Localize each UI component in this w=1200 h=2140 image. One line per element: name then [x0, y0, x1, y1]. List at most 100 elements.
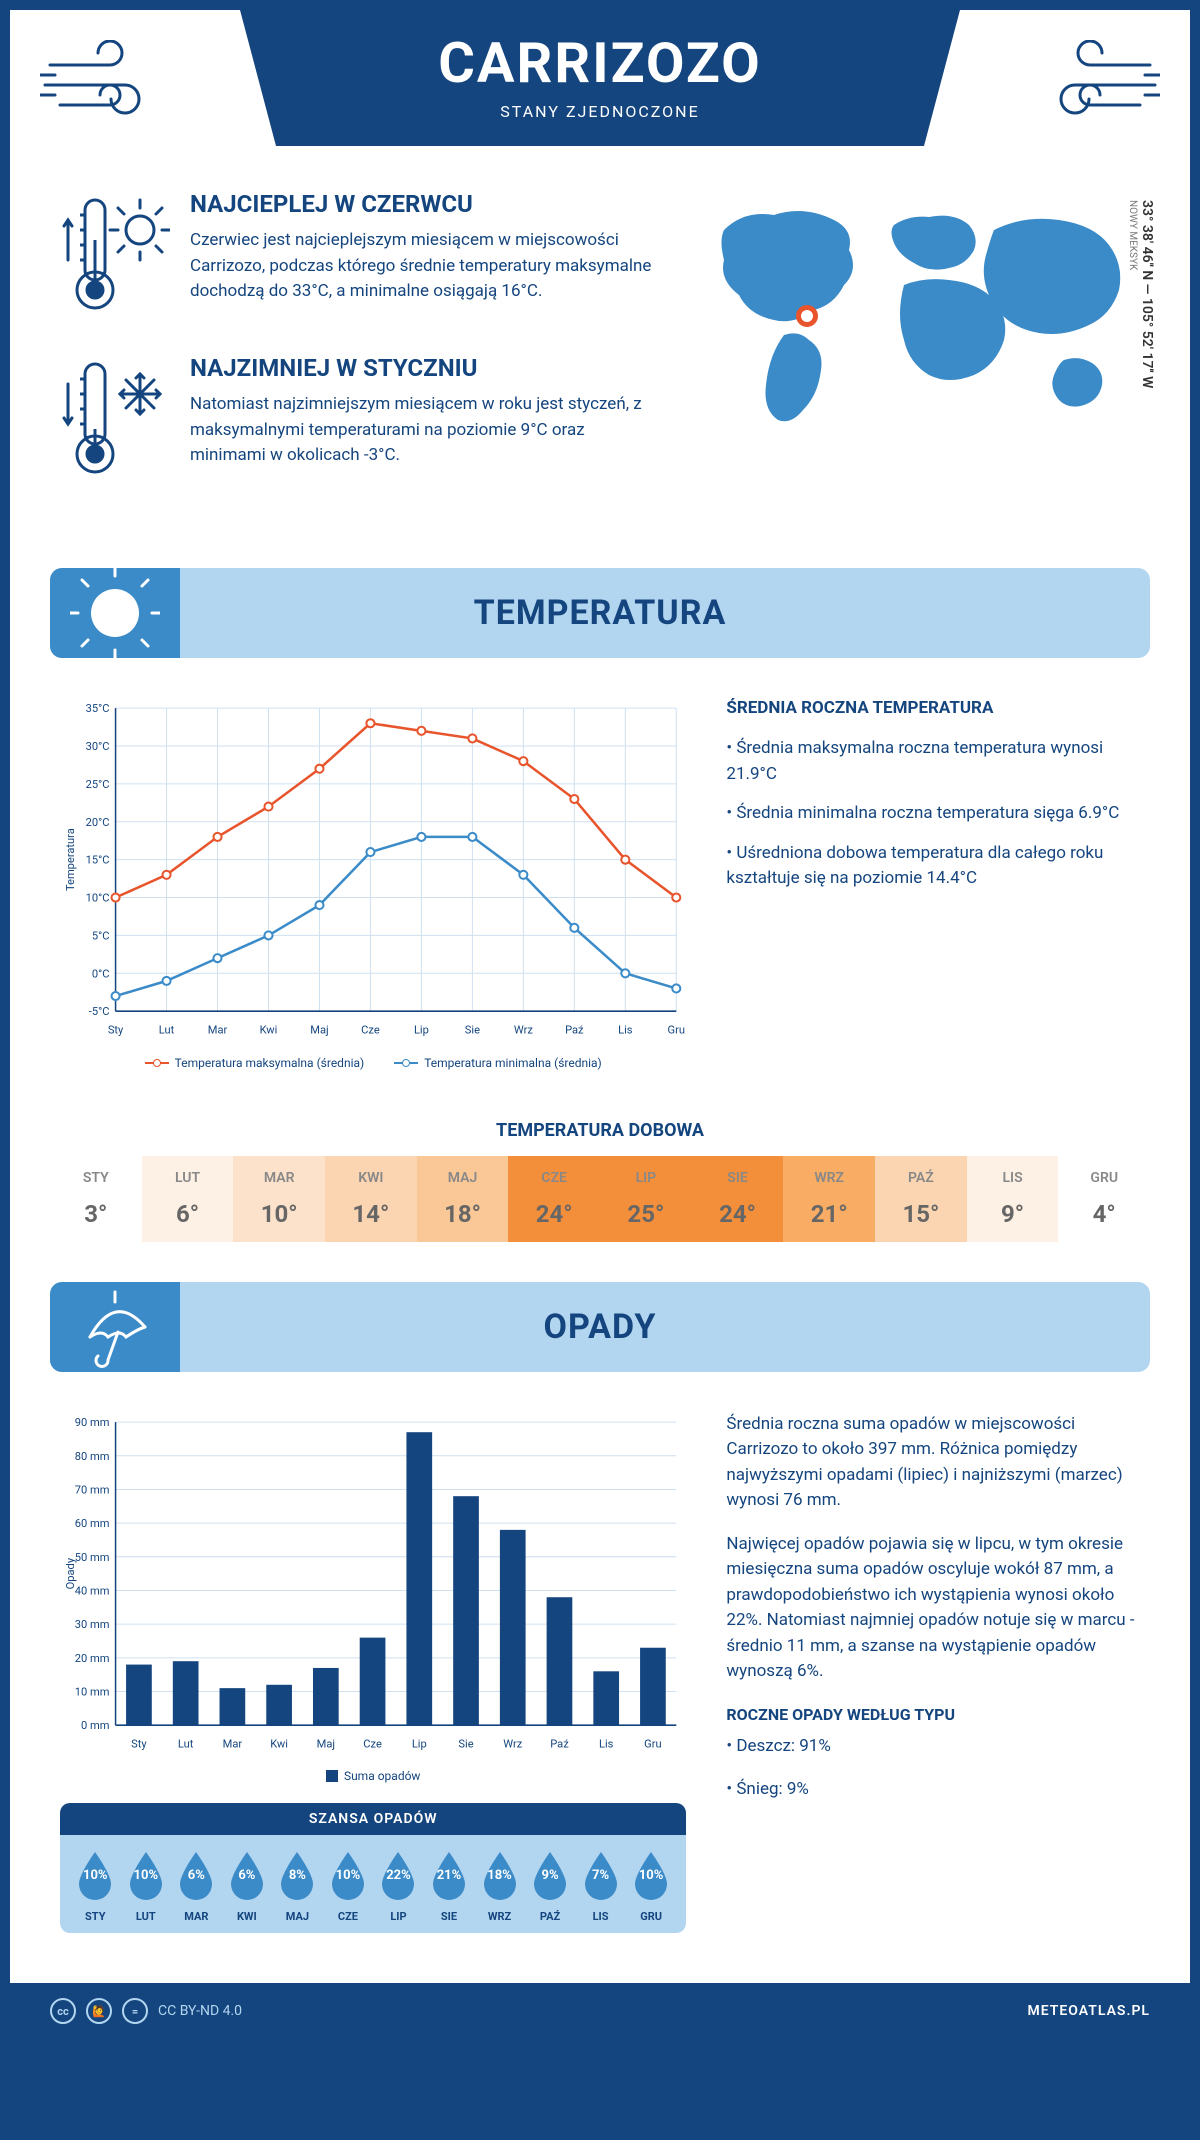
chance-cell: 21% SIE — [424, 1850, 475, 1923]
precipitation-chart: 0 mm10 mm20 mm30 mm40 mm50 mm60 mm70 mm8… — [60, 1412, 686, 1756]
temperature-chart: -5°C0°C5°C10°C15°C20°C25°C30°C35°CStyLut… — [60, 698, 686, 1070]
precipitation-summary: Średnia roczna suma opadów w miejscowośc… — [726, 1412, 1140, 1934]
svg-text:0 mm: 0 mm — [81, 1719, 109, 1732]
header: CARRIZOZO STANY ZJEDNOCZONE — [10, 10, 1190, 160]
chance-cell: 10% CZE — [323, 1850, 374, 1923]
daily-temp-cell: LIS9° — [967, 1156, 1059, 1242]
page-subtitle: STANY ZJEDNOCZONE — [240, 102, 960, 121]
svg-text:Wrz: Wrz — [503, 1737, 523, 1750]
license-text: CC BY-ND 4.0 — [158, 2003, 242, 2019]
temperature-summary: ŚREDNIA ROCZNA TEMPERATURA • Średnia mak… — [726, 698, 1140, 1070]
chance-cell: 10% STY — [70, 1850, 121, 1923]
daily-temp-cell: PAŹ15° — [875, 1156, 967, 1242]
svg-text:Kwi: Kwi — [270, 1737, 288, 1750]
intro-section: NAJCIEPLEJ W CZERWCU Czerwiec jest najci… — [10, 160, 1190, 548]
svg-text:Sie: Sie — [465, 1023, 480, 1036]
warmest-block: NAJCIEPLEJ W CZERWCU Czerwiec jest najci… — [60, 190, 654, 324]
chance-cell: 6% MAR — [171, 1850, 222, 1923]
daily-temp-table: STY3° LUT6° MAR10° KWI14° MAJ18° CZE24° … — [50, 1156, 1150, 1242]
coordinates: 33° 38' 46'' N — 105° 52' 17'' W — [1139, 200, 1155, 388]
precip-p1: Średnia roczna suma opadów w miejscowośc… — [726, 1412, 1140, 1514]
precip-type-title: ROCZNE OPADY WEDŁUG TYPU — [726, 1705, 1140, 1724]
precipitation-chance-box: SZANSA OPADÓW 10% STY 10% LUT 6% MAR 6% … — [60, 1803, 686, 1933]
precip-p2: Najwięcej opadów pojawia się w lipcu, w … — [726, 1532, 1140, 1685]
temperature-section-header: TEMPERATURA — [50, 568, 1150, 658]
svg-text:Maj: Maj — [317, 1737, 335, 1750]
daily-temp-cell: KWI14° — [325, 1156, 417, 1242]
coldest-block: NAJZIMNIEJ W STYCZNIU Natomiast najzimni… — [60, 354, 654, 488]
coldest-title: NAJZIMNIEJ W STYCZNIU — [190, 354, 654, 382]
svg-text:30°C: 30°C — [86, 740, 110, 753]
svg-text:10 mm: 10 mm — [75, 1685, 110, 1698]
svg-text:Wrz: Wrz — [514, 1023, 534, 1036]
svg-text:25°C: 25°C — [86, 778, 110, 791]
daily-temp-cell: SIE24° — [692, 1156, 784, 1242]
cc-icon: cc — [50, 1998, 76, 2024]
warmest-title: NAJCIEPLEJ W CZERWCU — [190, 190, 654, 218]
svg-text:Lut: Lut — [178, 1737, 194, 1750]
temp-bullet-2: • Średnia minimalna roczna temperatura s… — [726, 801, 1140, 827]
thermometer-sun-icon — [60, 190, 170, 324]
svg-text:Sty: Sty — [108, 1023, 124, 1036]
legend-min: Temperatura minimalna (średnia) — [424, 1056, 602, 1070]
svg-text:-5°C: -5°C — [89, 1005, 110, 1018]
temp-side-title: ŚREDNIA ROCZNA TEMPERATURA — [726, 698, 1140, 718]
by-icon: 🙋 — [86, 1998, 112, 2024]
svg-text:Lut: Lut — [159, 1023, 175, 1036]
svg-text:20 mm: 20 mm — [75, 1651, 110, 1664]
footer: cc 🙋 = CC BY-ND 4.0 METEOATLAS.PL — [10, 1983, 1190, 2039]
world-map: 33° 38' 46'' N — 105° 52' 17'' W NOWY ME… — [694, 190, 1140, 518]
svg-text:Temperatura: Temperatura — [64, 828, 77, 891]
precipitation-section-header: OPADY — [50, 1282, 1150, 1372]
daily-temp-cell: GRU4° — [1058, 1156, 1150, 1242]
precipitation-title: OPADY — [544, 1307, 657, 1347]
svg-text:50 mm: 50 mm — [75, 1550, 110, 1563]
wind-icon — [40, 40, 180, 134]
umbrella-icon — [50, 1282, 180, 1372]
chance-title: SZANSA OPADÓW — [60, 1803, 686, 1835]
svg-text:Maj: Maj — [310, 1023, 328, 1036]
daily-temp-cell: CZE24° — [508, 1156, 600, 1242]
svg-text:Sie: Sie — [458, 1737, 473, 1750]
coldest-text: Natomiast najzimniejszym miesiącem w rok… — [190, 392, 654, 469]
precip-type-2: • Śnieg: 9% — [726, 1777, 1140, 1803]
chance-cell: 18% WRZ — [474, 1850, 525, 1923]
svg-text:Mar: Mar — [208, 1023, 228, 1036]
svg-text:Mar: Mar — [223, 1737, 243, 1750]
legend-max: Temperatura maksymalna (średnia) — [175, 1056, 365, 1070]
sun-icon — [50, 568, 180, 658]
daily-temp-title: TEMPERATURA DOBOWA — [10, 1120, 1190, 1141]
svg-text:Gru: Gru — [668, 1023, 685, 1036]
svg-text:Lis: Lis — [599, 1737, 614, 1750]
daily-temp-cell: MAR10° — [233, 1156, 325, 1242]
svg-text:80 mm: 80 mm — [75, 1449, 110, 1462]
svg-text:15°C: 15°C — [86, 854, 110, 867]
svg-text:20°C: 20°C — [86, 816, 110, 829]
location-marker — [796, 305, 818, 327]
svg-text:Cze: Cze — [361, 1023, 380, 1036]
svg-text:Opady: Opady — [64, 1557, 77, 1589]
svg-text:Paź: Paź — [565, 1023, 584, 1036]
daily-temp-cell: LUT6° — [142, 1156, 234, 1242]
chance-cell: 7% LIS — [575, 1850, 626, 1923]
chance-cell: 6% KWI — [222, 1850, 273, 1923]
precip-legend: Suma opadów — [344, 1769, 421, 1783]
chance-cell: 10% GRU — [626, 1850, 677, 1923]
svg-text:Lis: Lis — [618, 1023, 633, 1036]
chance-cell: 22% LIP — [373, 1850, 424, 1923]
daily-temp-cell: LIP25° — [600, 1156, 692, 1242]
svg-text:Lip: Lip — [412, 1737, 427, 1750]
svg-text:5°C: 5°C — [92, 929, 110, 942]
chance-cell: 10% LUT — [121, 1850, 172, 1923]
precip-type-1: • Deszcz: 91% — [726, 1734, 1140, 1760]
svg-text:10°C: 10°C — [86, 892, 110, 905]
site-name: METEOATLAS.PL — [1027, 2003, 1150, 2019]
daily-temp-cell: MAJ18° — [417, 1156, 509, 1242]
svg-text:Kwi: Kwi — [260, 1023, 278, 1036]
wind-icon — [1020, 40, 1160, 134]
daily-temp-cell: WRZ21° — [783, 1156, 875, 1242]
temperature-title: TEMPERATURA — [474, 593, 727, 633]
header-banner: CARRIZOZO STANY ZJEDNOCZONE — [240, 10, 960, 146]
svg-text:60 mm: 60 mm — [75, 1517, 110, 1530]
chance-cell: 9% PAŹ — [525, 1850, 576, 1923]
